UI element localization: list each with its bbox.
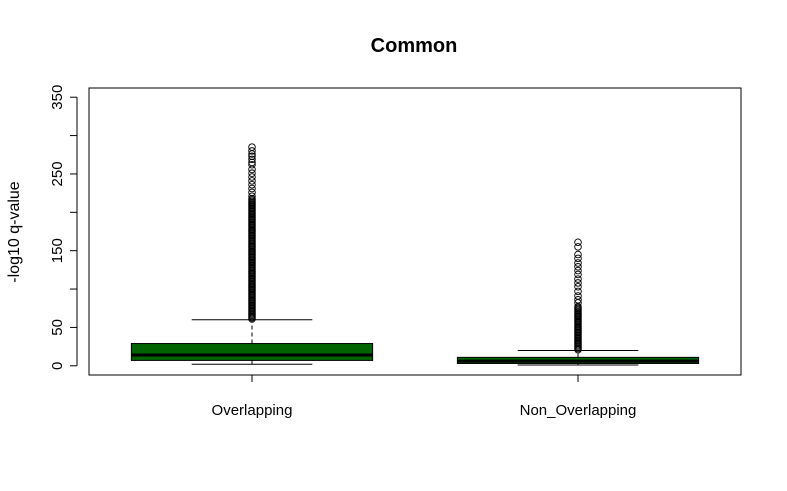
outlier-point bbox=[574, 292, 582, 300]
y-axis: 0 50 150 250 350 bbox=[49, 85, 78, 370]
outlier-point bbox=[574, 243, 582, 251]
outlier-point bbox=[248, 160, 256, 169]
outlier-point bbox=[248, 155, 256, 164]
outlier-point bbox=[574, 270, 582, 279]
outlier-point bbox=[574, 287, 582, 296]
outlier-point bbox=[574, 279, 582, 287]
outlier-point bbox=[248, 152, 256, 161]
outlier-point bbox=[248, 158, 256, 167]
y-axis-label: -log10 q-value bbox=[6, 181, 23, 283]
outlier-point bbox=[574, 254, 582, 263]
outlier-point bbox=[248, 177, 256, 185]
outlier-point bbox=[574, 283, 582, 291]
outlier-point bbox=[574, 259, 582, 267]
y-tick-label: 0 bbox=[49, 362, 66, 370]
outlier-point bbox=[248, 188, 256, 197]
y-tick-label: 250 bbox=[49, 161, 66, 186]
outlier-point bbox=[574, 238, 582, 246]
box-body bbox=[130, 343, 374, 361]
outlier-point bbox=[574, 266, 582, 275]
outlier-point bbox=[248, 184, 256, 193]
y-tick-label: 50 bbox=[49, 319, 66, 336]
outlier-point bbox=[574, 263, 582, 271]
x-tick-label: Overlapping bbox=[212, 402, 293, 419]
plot-frame bbox=[88, 87, 742, 376]
outlier-point bbox=[248, 169, 256, 177]
outlier-point bbox=[574, 275, 582, 283]
outlier-point bbox=[574, 296, 582, 304]
y-tick-label: 350 bbox=[49, 85, 66, 110]
y-tick-label: 150 bbox=[49, 238, 66, 263]
outlier-point bbox=[248, 173, 256, 181]
x-axis: Overlapping Non_Overlapping bbox=[212, 375, 637, 419]
outlier-point bbox=[248, 180, 256, 189]
outlier-point bbox=[248, 147, 256, 155]
box-1 bbox=[130, 143, 374, 365]
x-tick-label: Non_Overlapping bbox=[520, 402, 637, 419]
box-group bbox=[130, 143, 700, 366]
outlier-point bbox=[574, 250, 582, 259]
box-2 bbox=[456, 238, 700, 366]
chart-title: Common bbox=[371, 35, 458, 57]
outlier-point bbox=[248, 143, 256, 151]
outlier-point bbox=[248, 192, 256, 200]
